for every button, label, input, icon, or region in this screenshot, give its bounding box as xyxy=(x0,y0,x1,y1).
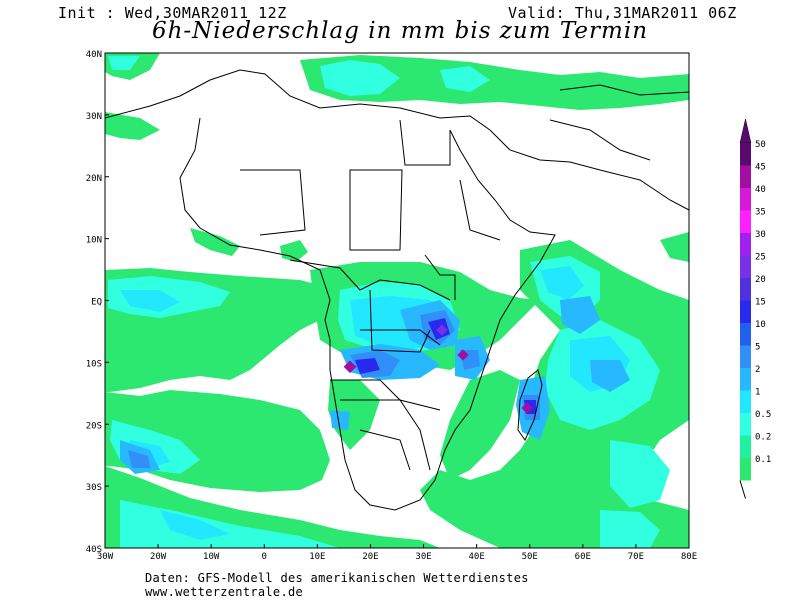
colorbar-label: 10 xyxy=(755,320,766,330)
colorbar-swatch xyxy=(740,300,751,323)
colorbar-label: 35 xyxy=(755,208,766,218)
lon-label: 40E xyxy=(469,552,485,562)
colorbar-top-arrow xyxy=(739,118,752,144)
colorbar-swatch xyxy=(740,435,751,458)
colorbar-swatch xyxy=(740,143,751,166)
lon-label: 10W xyxy=(203,552,220,562)
init-time: Init : Wed,30MAR2011 12Z xyxy=(58,4,287,22)
colorbar-swatch xyxy=(740,368,751,391)
lon-label: 60E xyxy=(575,552,591,562)
colorbar-legend: 50 45 40 35 30 25 20 15 10 5 2 1 0.5 0.2 0.1 xyxy=(739,118,771,499)
lon-label: 80E xyxy=(681,552,697,562)
lon-label: 20W xyxy=(150,552,167,562)
data-source: Daten: GFS-Modell des amerikanischen Wet… xyxy=(145,571,529,585)
colorbar-label: 40 xyxy=(755,185,766,195)
colorbar-swatch xyxy=(740,345,751,368)
lat-label: 30S xyxy=(86,483,102,493)
lat-label: 20S xyxy=(86,421,102,431)
lon-label: 10E xyxy=(309,552,325,562)
colorbar-label: 20 xyxy=(755,275,766,285)
colorbar-label: 50 xyxy=(755,140,766,150)
lon-label: 70E xyxy=(628,552,644,562)
colorbar-label: 0.1 xyxy=(755,455,771,465)
coastlines xyxy=(104,69,690,511)
lat-label: 40N xyxy=(86,50,102,60)
colorbar-swatch xyxy=(740,278,751,301)
lat-label: EQ xyxy=(91,298,102,308)
map-title: 6h-Niederschlag in mm bis zum Termin xyxy=(151,18,649,44)
colorbar-swatch xyxy=(740,458,751,481)
colorbar-label: 30 xyxy=(755,230,766,240)
lat-label: 10N xyxy=(86,236,102,246)
colorbar-swatch xyxy=(740,323,751,346)
colorbar-label: 2 xyxy=(755,365,760,375)
colorbar-label: 5 xyxy=(755,343,760,353)
lat-label: 10S xyxy=(86,359,102,369)
lon-label: 30E xyxy=(415,552,431,562)
lat-label: 30N xyxy=(86,112,102,122)
lon-label: 20E xyxy=(362,552,378,562)
colorbar-bottom-tail xyxy=(739,480,746,499)
precip-peak-spots xyxy=(343,324,533,414)
colorbar-label: 25 xyxy=(755,253,766,263)
colorbar-label: 45 xyxy=(755,163,766,173)
lon-label: 30W xyxy=(97,552,114,562)
colorbar-label: 0.2 xyxy=(755,433,771,443)
colorbar-swatch xyxy=(740,390,751,413)
colorbar-swatch xyxy=(740,165,751,188)
latitude-ticks: 40N 30N 20N 10N EQ 10S 20S 30S 40S xyxy=(86,50,109,555)
colorbar-swatch xyxy=(740,255,751,278)
lon-label: 50E xyxy=(522,552,538,562)
lon-label: 0 xyxy=(262,552,267,562)
lat-label: 20N xyxy=(86,174,102,184)
colorbar-swatch xyxy=(740,413,751,436)
colorbar-label: 15 xyxy=(755,298,766,308)
precipitation-field xyxy=(105,53,689,548)
valid-time: Valid: Thu,31MAR2011 06Z xyxy=(508,4,737,22)
website-url[interactable]: www.wetterzentrale.de xyxy=(145,585,304,599)
colorbar-swatch xyxy=(740,233,751,256)
colorbar-swatch xyxy=(740,210,751,233)
colorbar-swatch xyxy=(740,188,751,211)
lat-label: 40S xyxy=(86,545,102,555)
colorbar-label: 0.5 xyxy=(755,410,771,420)
colorbar-label: 1 xyxy=(755,388,760,398)
longitude-ticks: 30W 20W 10W 0 10E 20E 30E 40E 50E 60E 70E 80E xyxy=(97,544,697,562)
